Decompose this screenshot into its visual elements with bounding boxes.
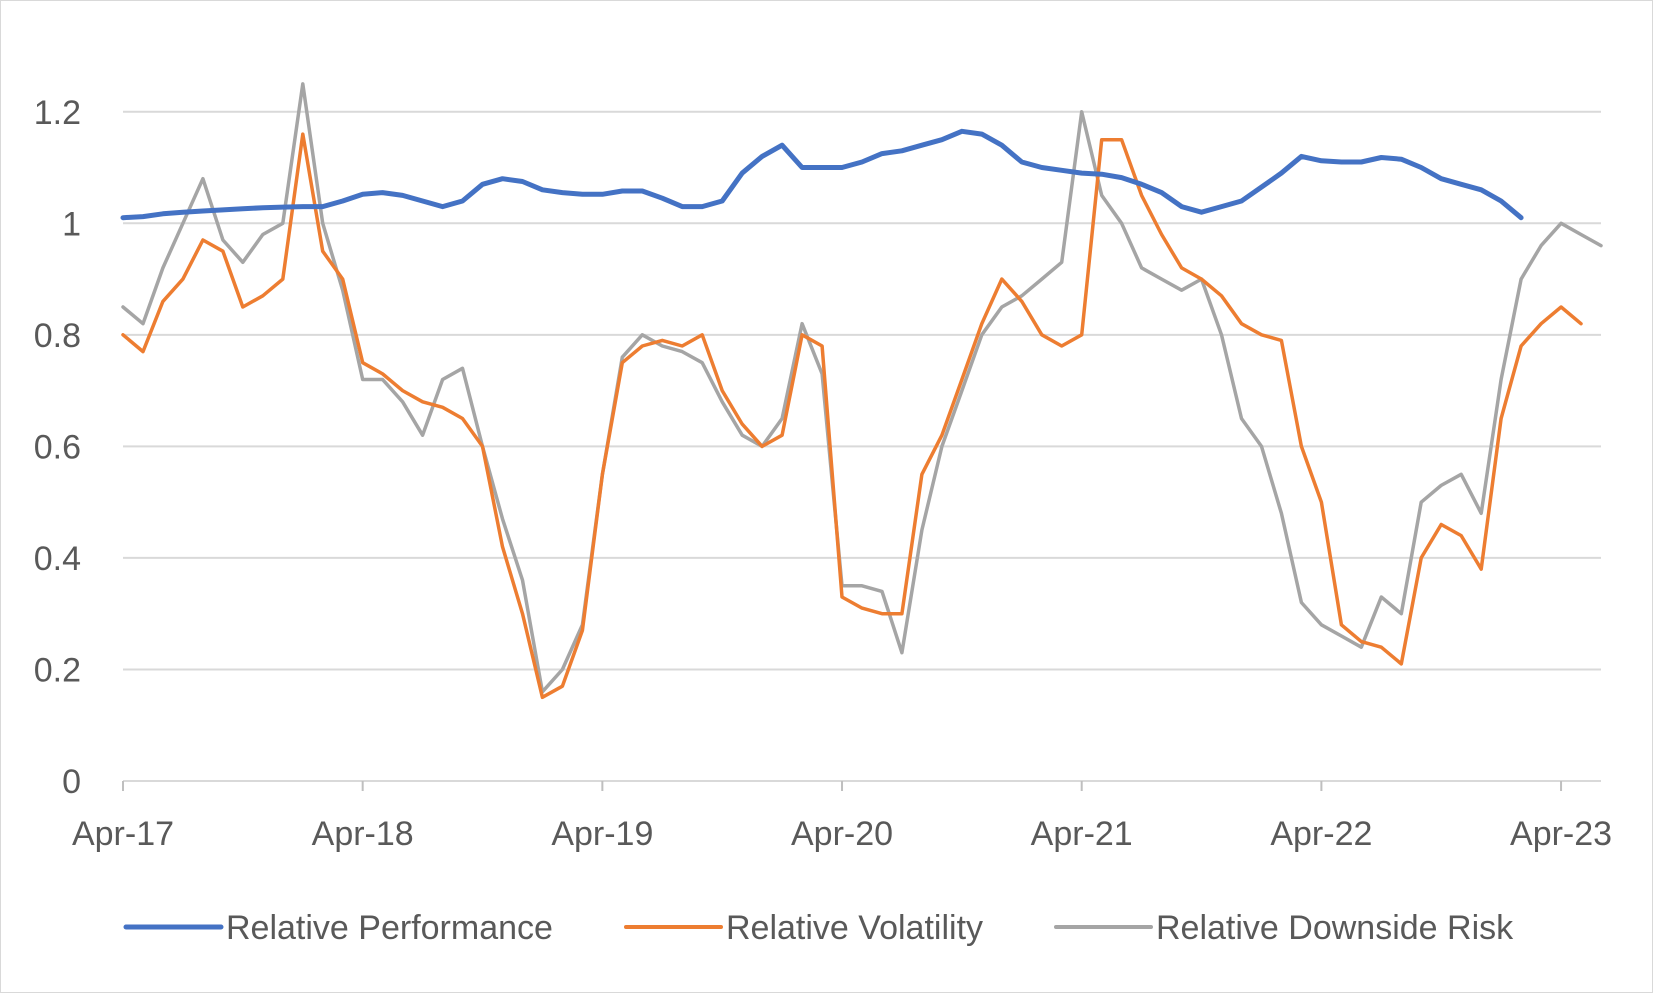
legend-item: Relative Downside Risk <box>1054 909 1514 947</box>
x-tick-label: Apr-17 <box>72 815 174 853</box>
y-tick-label: 1 <box>62 205 81 243</box>
legend-item: Relative Volatility <box>624 909 983 947</box>
y-axis-tick-labels: 0 0.2 0.4 0.6 0.8 1 1.2 <box>34 94 81 801</box>
y-tick-label: 0.6 <box>34 428 81 466</box>
x-tick-label: Apr-21 <box>1031 815 1133 853</box>
y-tick-label: 0.2 <box>34 651 81 689</box>
relative-volatility-line <box>121 132 1583 700</box>
relative-downside-risk-line <box>121 82 1603 694</box>
x-tick-label: Apr-22 <box>1270 815 1372 853</box>
y-tick-label: 0.4 <box>34 540 81 578</box>
x-tick-label: Apr-20 <box>791 815 893 853</box>
legend-label: Relative Volatility <box>726 909 983 947</box>
legend-label: Relative Performance <box>226 909 553 947</box>
legend-label: Relative Downside Risk <box>1156 909 1514 947</box>
x-tick-label: Apr-19 <box>551 815 653 853</box>
relative-performance-line <box>120 128 1524 221</box>
gridlines <box>123 110 1601 671</box>
series-lines <box>120 82 1603 700</box>
legend-item: Relative Performance <box>123 909 553 947</box>
legend: Relative Performance Relative Volatility R… <box>123 909 1514 947</box>
x-axis <box>122 780 1601 791</box>
x-axis-tick-labels: Apr-17 Apr-18 Apr-19 Apr-20 Apr-21 Apr-22 Apr-… <box>72 815 1612 853</box>
x-tick-label: Apr-23 <box>1510 815 1612 853</box>
y-tick-label: 1.2 <box>34 94 81 132</box>
x-tick-label: Apr-18 <box>312 815 414 853</box>
y-tick-label: 0.8 <box>34 317 81 355</box>
y-tick-label: 0 <box>62 763 81 801</box>
